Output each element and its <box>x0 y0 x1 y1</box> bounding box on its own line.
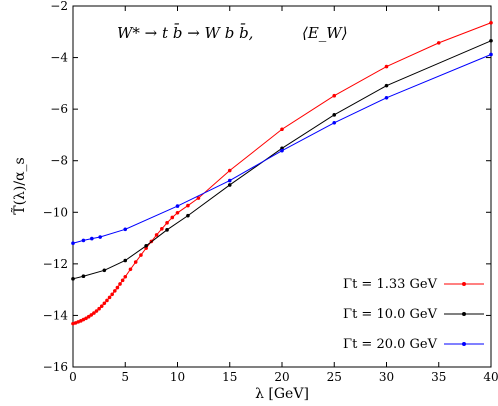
data-point-series-1 <box>86 314 91 319</box>
x-tick-label: 10 <box>170 370 185 384</box>
legend-marker-2 <box>462 312 466 316</box>
data-point-series-1 <box>280 127 284 132</box>
axis-ticks: 0 5 10 15 20 25 30 35 40 −16 −14 −12 −10 −8 −6 −4 −2 <box>43 0 498 384</box>
data-point-series-3 <box>71 241 75 246</box>
data-point-series-1 <box>105 298 109 303</box>
data-point-series-1 <box>160 226 164 231</box>
data-point-series-2 <box>489 39 493 43</box>
process-label: W* → t b̄ → W b b̄, <box>117 24 253 42</box>
x-tick-label: 0 <box>69 370 77 384</box>
data-point-series-1 <box>115 285 120 290</box>
y-tick-label: −12 <box>43 257 68 271</box>
x-tick-label: 40 <box>483 370 498 384</box>
data-point-series-2 <box>384 83 389 88</box>
data-point-series-1 <box>102 301 107 306</box>
data-point-series-1 <box>332 93 337 98</box>
x-tick-label: 35 <box>431 370 446 384</box>
y-tick-label: −4 <box>50 51 68 65</box>
observable-label: ⟨E_W⟩ <box>302 24 348 42</box>
legend-entry-1: Γt = 1.33 GeV <box>343 277 484 292</box>
y-axis-label: T̃(λ)/α_s <box>10 157 28 215</box>
series-line-2 <box>72 40 492 280</box>
data-point-series-1 <box>99 304 104 308</box>
data-point-series-1 <box>123 274 128 279</box>
legend-marker-1 <box>462 282 466 286</box>
data-point-series-2 <box>123 258 128 263</box>
legend-marker-3 <box>462 342 466 346</box>
data-point-series-2 <box>102 268 107 273</box>
legend-entry-3: Γt = 20.0 GeV <box>343 337 484 352</box>
data-point-series-1 <box>128 267 133 272</box>
data-point-series-2 <box>186 213 190 218</box>
data-point-series-1 <box>175 211 180 215</box>
x-tick-label: 5 <box>121 370 129 384</box>
data-point-series-1 <box>113 289 117 293</box>
data-point-series-3 <box>90 236 94 241</box>
legend-label-3: Γt = 20.0 GeV <box>343 337 438 352</box>
data-point-series-1 <box>120 278 125 283</box>
y-tick-label: −6 <box>50 102 68 116</box>
data-point-series-1 <box>118 282 122 286</box>
data-point-series-3 <box>332 121 337 125</box>
data-point-series-1 <box>384 64 389 69</box>
data-point-series-3 <box>280 148 284 153</box>
data-point-series-1 <box>133 260 138 264</box>
data-point-series-1 <box>170 215 175 220</box>
data-point-series-3 <box>98 235 102 239</box>
data-point-series-1 <box>165 221 169 225</box>
data-point-series-1 <box>84 316 88 321</box>
series-lines <box>71 20 493 326</box>
data-point-series-1 <box>94 309 99 313</box>
x-axis-label: λ [GeV] <box>255 386 309 402</box>
data-point-series-1 <box>89 313 94 317</box>
data-point-series-3 <box>175 204 180 208</box>
data-point-series-2 <box>71 277 75 281</box>
data-point-series-1 <box>436 41 441 45</box>
data-point-series-3 <box>489 52 493 57</box>
data-point-series-3 <box>384 95 389 100</box>
legend-label-1: Γt = 1.33 GeV <box>343 277 438 292</box>
y-tick-label: −14 <box>43 308 69 322</box>
data-point-series-1 <box>154 233 159 237</box>
y-tick-label: −2 <box>50 0 68 13</box>
data-point-series-1 <box>97 306 101 311</box>
x-tick-label: 25 <box>327 370 342 384</box>
data-point-series-2 <box>227 183 232 187</box>
y-tick-label: −10 <box>43 205 68 219</box>
x-tick-label: 20 <box>274 370 289 384</box>
data-point-series-1 <box>186 203 190 208</box>
legend-entry-2: Γt = 10.0 GeV <box>343 307 484 322</box>
data-point-series-2 <box>144 244 148 248</box>
y-tick-label: −8 <box>50 154 68 168</box>
data-point-series-3 <box>227 178 232 183</box>
y-tick-label: −16 <box>43 360 68 374</box>
data-point-series-1 <box>489 20 493 25</box>
data-point-series-3 <box>81 238 86 243</box>
data-point-series-2 <box>165 228 169 232</box>
legend: Γt = 1.33 GeV Γt = 10.0 GeV Γt = 20.0 Ge… <box>343 277 484 352</box>
data-point-series-2 <box>81 274 86 279</box>
data-point-series-3 <box>123 227 128 232</box>
data-point-series-1 <box>110 292 114 297</box>
legend-label-2: Γt = 10.0 GeV <box>343 307 438 322</box>
x-tick-label: 15 <box>222 370 237 384</box>
data-point-series-1 <box>227 168 232 173</box>
data-point-series-1 <box>196 196 201 200</box>
x-tick-label: 30 <box>379 370 394 384</box>
data-point-series-1 <box>139 253 143 257</box>
data-point-series-1 <box>92 311 96 315</box>
data-point-series-1 <box>107 295 112 300</box>
data-point-series-2 <box>332 113 337 117</box>
